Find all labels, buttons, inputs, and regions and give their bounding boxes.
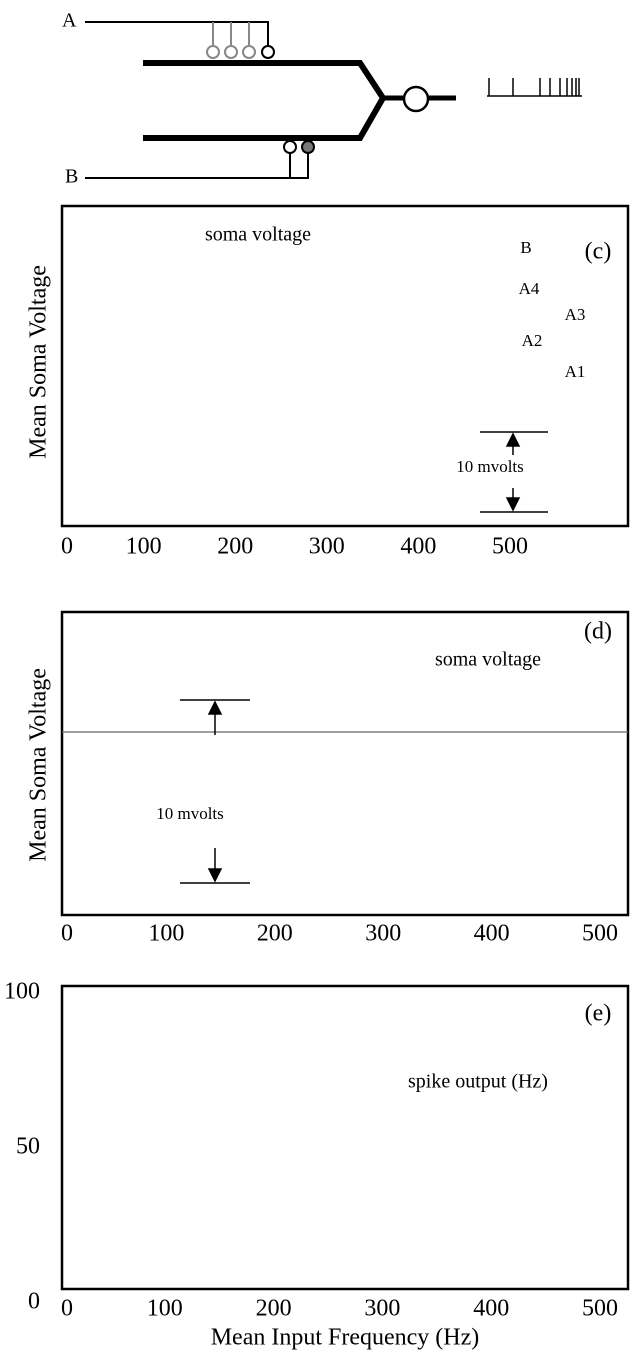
trace-label: A1 xyxy=(565,362,586,381)
y-tick-label: 0 xyxy=(28,1289,40,1315)
scale-bar xyxy=(180,699,250,884)
x-tick-label: 200 xyxy=(217,534,253,560)
scale-bar-label: 10 mvolts xyxy=(456,457,524,476)
x-tick-label: 100 xyxy=(126,534,162,560)
y-tick-label: 50 xyxy=(16,1134,40,1160)
input-label: B xyxy=(65,166,78,188)
y-axis-label: Mean Soma Voltage xyxy=(26,668,52,862)
panel-frame xyxy=(60,204,630,528)
trace-label: B xyxy=(520,238,531,257)
x-tick-label: 0 xyxy=(61,921,73,947)
x-tick-label: 400 xyxy=(400,534,436,560)
trace-label: A4 xyxy=(519,279,540,298)
x-tick-label: 300 xyxy=(309,534,345,560)
neuron-diagram xyxy=(85,21,582,179)
x-tick-label: 300 xyxy=(365,921,401,947)
x-tick-label: 200 xyxy=(256,1296,292,1322)
x-tick-label: 400 xyxy=(474,921,510,947)
annotation: spike output (Hz) xyxy=(408,1071,548,1093)
annotation: soma voltage xyxy=(435,649,541,671)
x-tick-label: 0 xyxy=(61,1296,73,1322)
x-tick-label: 100 xyxy=(147,1296,183,1322)
trace-label: A3 xyxy=(565,305,586,324)
panel-label: (c) xyxy=(585,239,612,265)
scale-bar-label: 10 mvolts xyxy=(156,804,224,823)
x-tick-label: 200 xyxy=(257,921,293,947)
panel-label: (e) xyxy=(585,1001,612,1027)
x-tick-label: 500 xyxy=(492,534,528,560)
x-tick-label: 500 xyxy=(582,1296,618,1322)
y-axis-label: Mean Soma Voltage xyxy=(26,265,52,459)
y-tick-label: 100 xyxy=(4,979,40,1005)
x-tick-label: 300 xyxy=(364,1296,400,1322)
x-tick-label: 0 xyxy=(61,534,73,560)
annotation: soma voltage xyxy=(205,224,311,246)
panel-frame xyxy=(60,984,630,1291)
scale-bar xyxy=(480,431,548,513)
x-tick-label: 500 xyxy=(582,921,618,947)
input-label: A xyxy=(62,10,77,32)
panel-label: (d) xyxy=(584,619,612,645)
x-axis-label: Mean Input Frequency (Hz) xyxy=(211,1325,480,1351)
panel-frame xyxy=(60,610,630,917)
x-tick-label: 400 xyxy=(473,1296,509,1322)
trace-label: A2 xyxy=(522,331,543,350)
x-tick-label: 100 xyxy=(148,921,184,947)
